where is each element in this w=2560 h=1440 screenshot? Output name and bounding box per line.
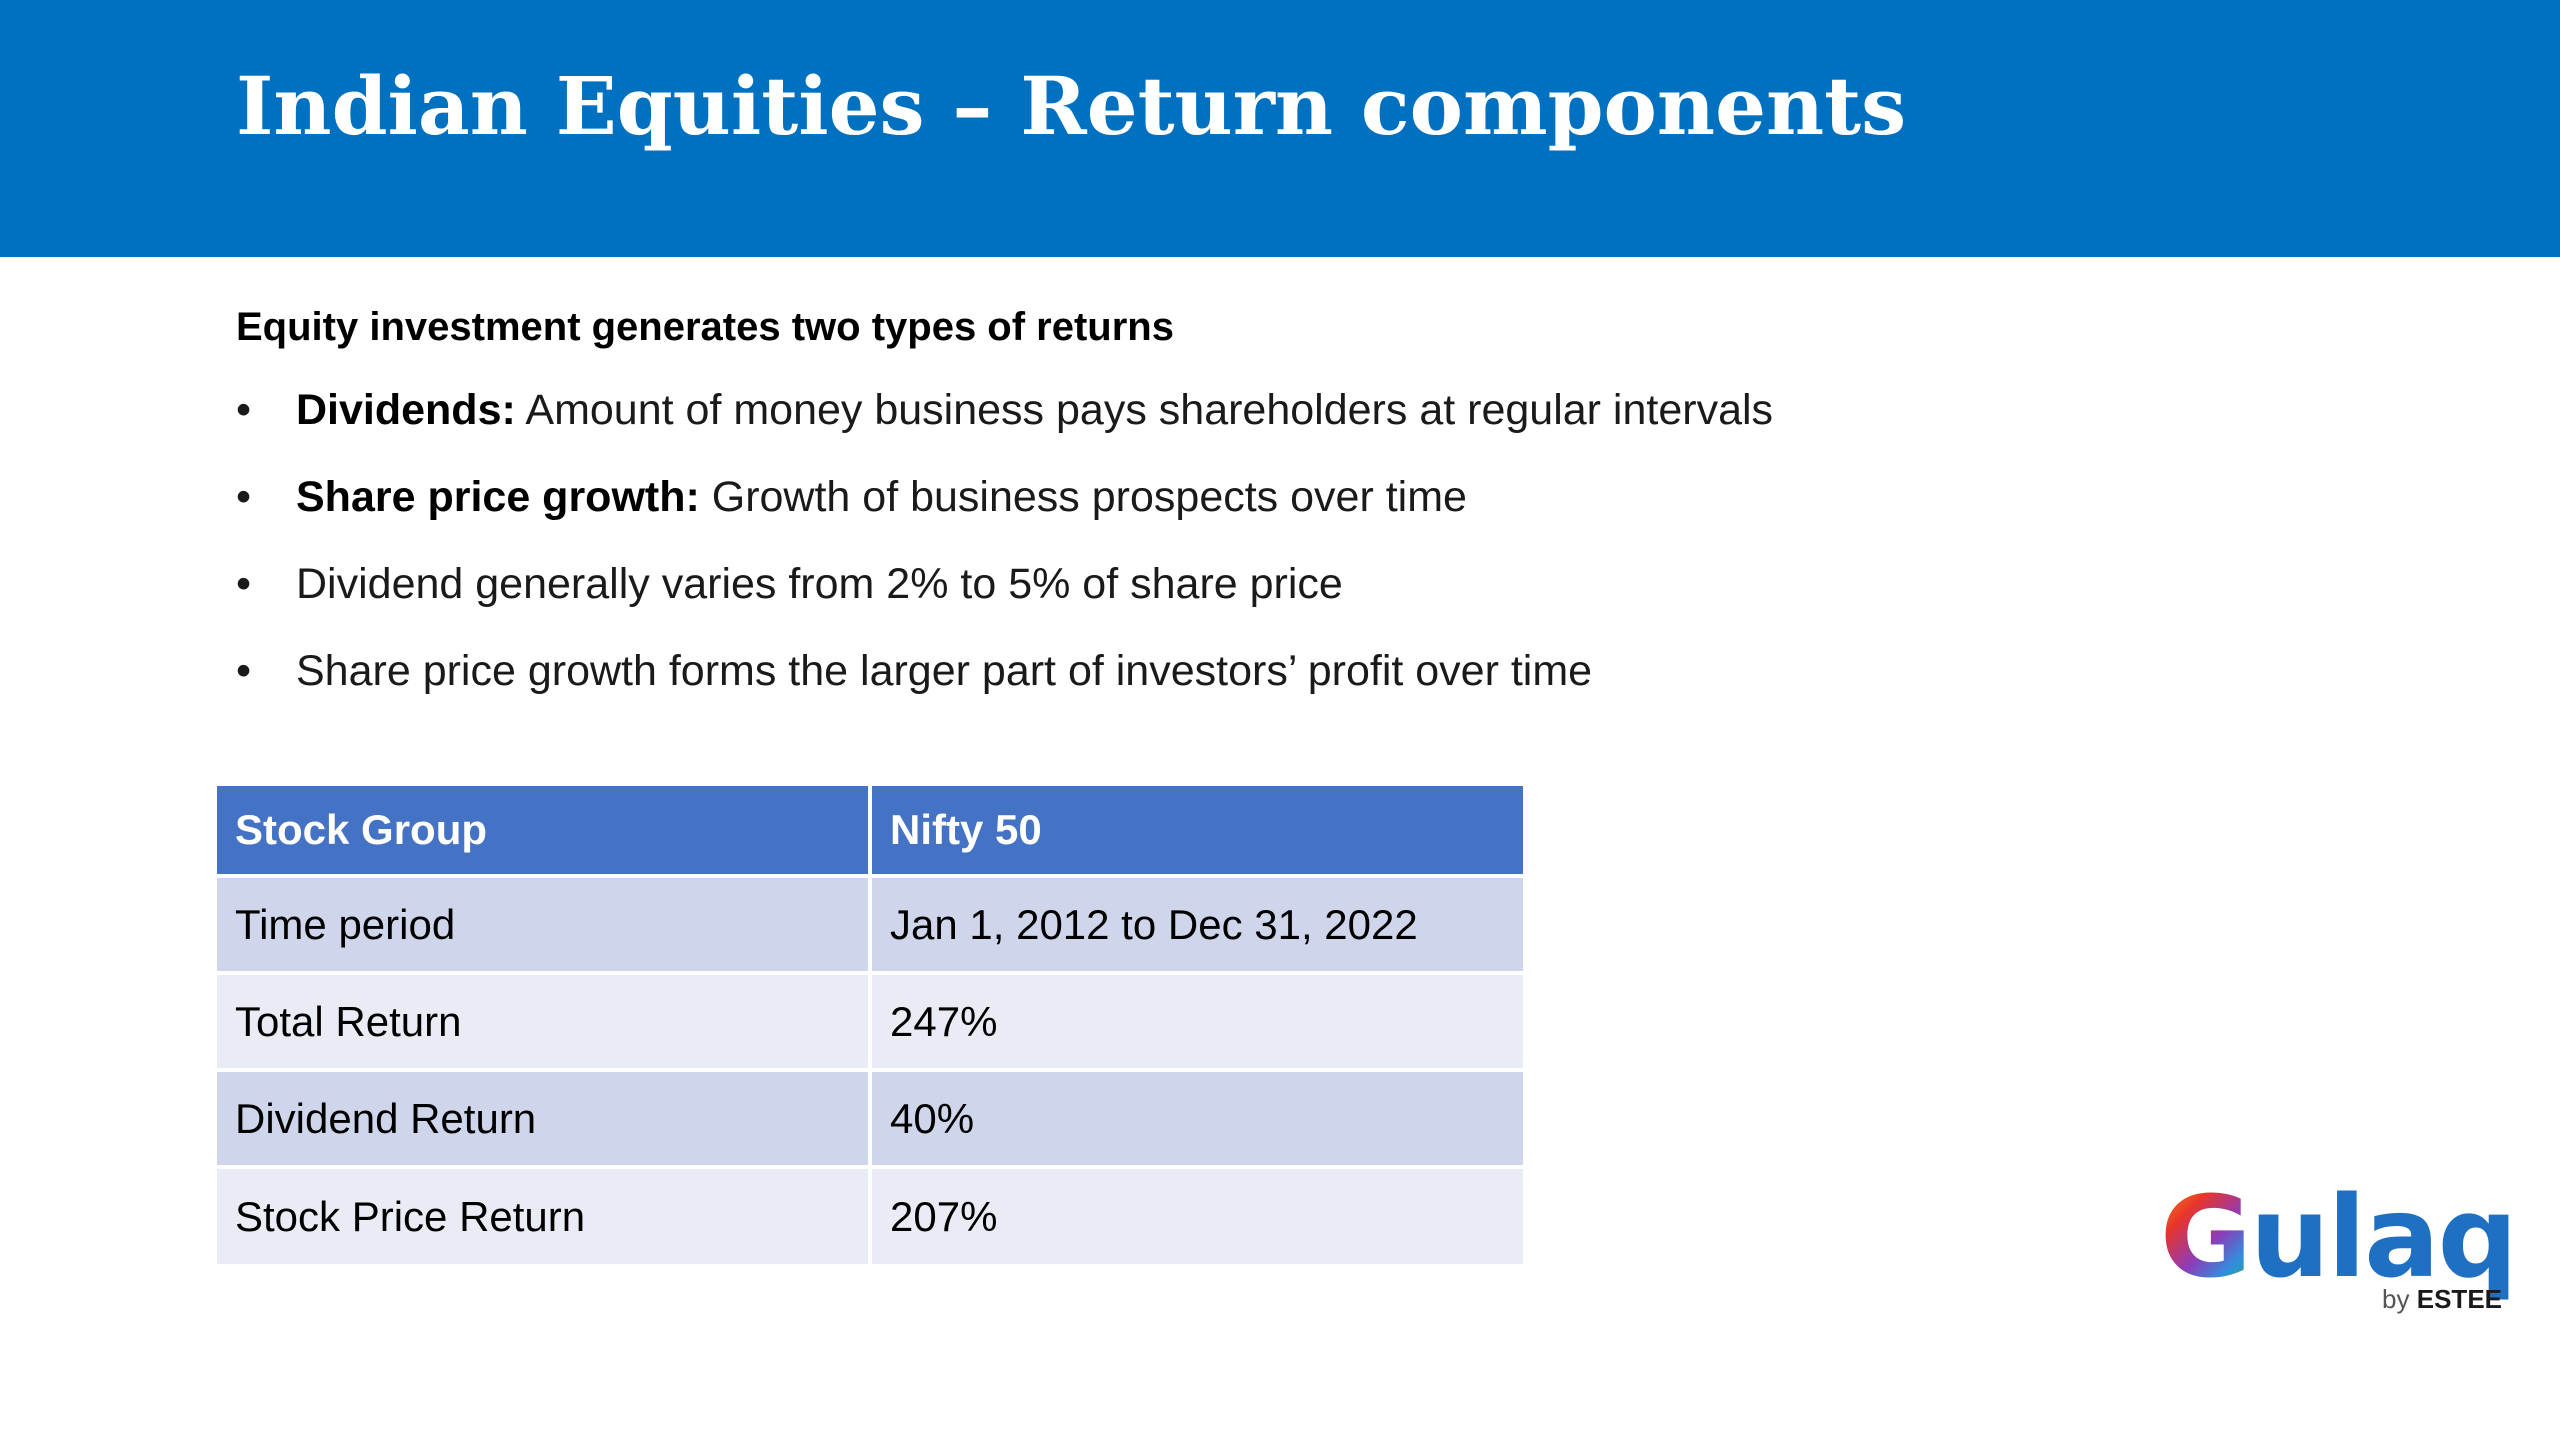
bullet-icon: • <box>236 473 252 521</box>
bullet-item: • Dividend generally varies from 2% to 5… <box>236 559 1773 646</box>
table-row: Stock Price Return 207% <box>217 1165 1523 1264</box>
table-cell-label: Stock Price Return <box>217 1165 872 1264</box>
logo-by: by <box>2382 1284 2410 1314</box>
bullet-icon: • <box>236 560 252 608</box>
header-band <box>0 0 2560 257</box>
logo-brand: ESTEE <box>2416 1284 2502 1314</box>
returns-table: Stock Group Nifty 50 Time period Jan 1, … <box>217 786 1523 1264</box>
logo-byline: by ESTEE <box>2382 1284 2502 1315</box>
bullet-icon: • <box>236 386 252 434</box>
table-cell-label: Dividend Return <box>217 1068 872 1169</box>
bullet-text: Dividend generally varies from 2% to 5% … <box>296 560 1343 608</box>
slide-subtitle: Equity investment generates two types of… <box>236 305 1174 349</box>
bullet-text: Share price growth forms the larger part… <box>296 647 1593 695</box>
table-header-row: Stock Group Nifty 50 <box>217 786 1523 878</box>
table-cell-value: Jan 1, 2012 to Dec 31, 2022 <box>868 874 1523 975</box>
table-row: Total Return 247% <box>217 971 1523 1072</box>
logo-g-letter: G <box>2160 1173 2252 1303</box>
bullet-lead: Dividends: <box>296 386 516 434</box>
bullet-lead: Share price growth: <box>296 473 700 521</box>
table-cell-value: 40% <box>868 1068 1523 1169</box>
slide-title: Indian Equities – Return components <box>236 59 1907 153</box>
bullet-list: • Dividends: Amount of money business pa… <box>236 385 1773 733</box>
bullet-item: • Share price growth forms the larger pa… <box>236 646 1773 733</box>
bullet-text: Growth of business prospects over time <box>699 473 1467 521</box>
table-cell-value: 247% <box>868 971 1523 1072</box>
table-cell-label: Total Return <box>217 971 872 1072</box>
table-header-cell: Stock Group <box>217 786 872 878</box>
bullet-item: • Dividends: Amount of money business pa… <box>236 385 1773 472</box>
table-row: Dividend Return 40% <box>217 1068 1523 1169</box>
bullet-text: Amount of money business pays shareholde… <box>515 386 1774 434</box>
bullet-icon: • <box>236 647 252 695</box>
bullet-item: • Share price growth: Growth of business… <box>236 472 1773 559</box>
gulaq-logo: Gulaq by ESTEE <box>2160 1182 2518 1322</box>
table-row: Time period Jan 1, 2012 to Dec 31, 2022 <box>217 874 1523 975</box>
table-header-cell: Nifty 50 <box>868 786 1523 878</box>
table-cell-label: Time period <box>217 874 872 975</box>
table-cell-value: 207% <box>868 1165 1523 1264</box>
logo-wordmark: Gulaq <box>2160 1182 2518 1294</box>
logo-word-rest: ulaq <box>2249 1173 2518 1303</box>
